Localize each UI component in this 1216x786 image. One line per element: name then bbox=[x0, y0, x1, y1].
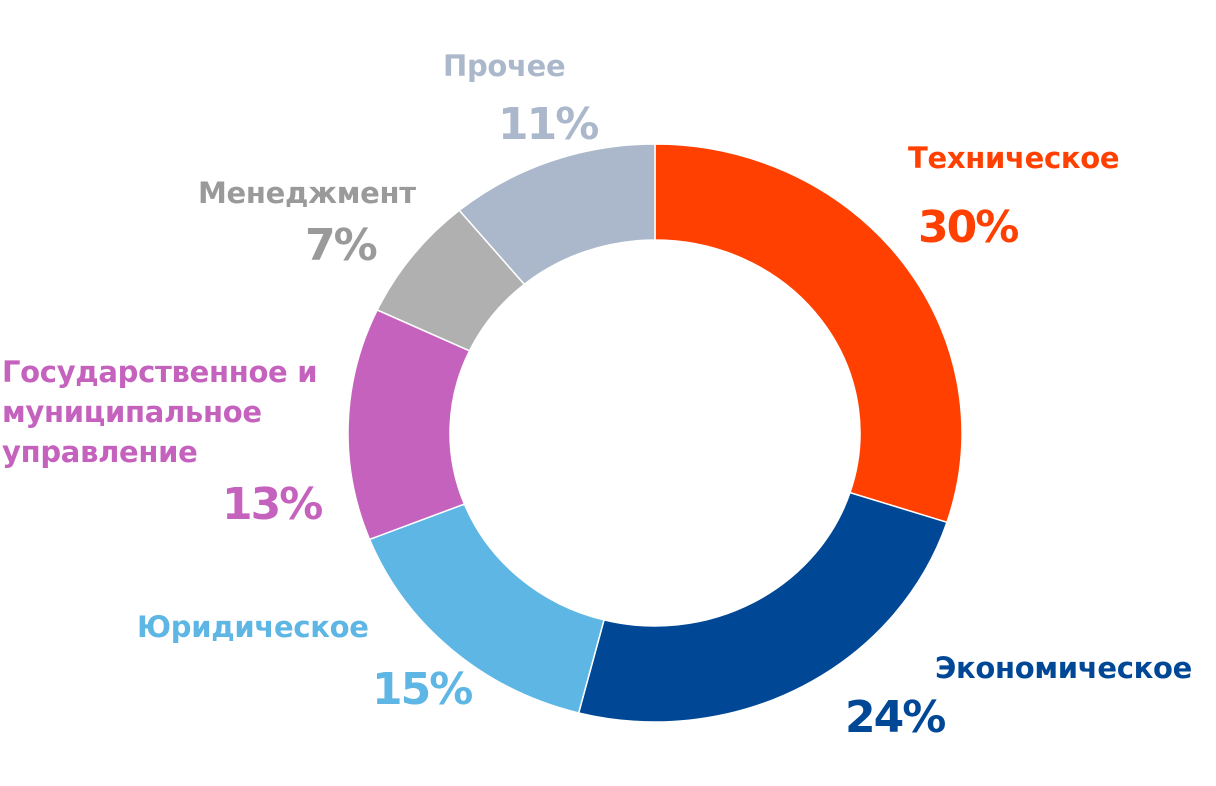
slice-pct-technical: 30% bbox=[918, 202, 1019, 253]
slice-label-technical: Техническое bbox=[908, 141, 1120, 175]
slice-pct-legal: 15% bbox=[372, 664, 473, 715]
slice-pct-management: 7% bbox=[305, 220, 378, 271]
donut-slice bbox=[577, 491, 948, 723]
slice-label-other: Прочее bbox=[443, 49, 566, 83]
slice-label-public-admin: Государственное и муниципальное управлен… bbox=[2, 355, 318, 469]
donut-slice bbox=[654, 143, 963, 524]
slice-pct-public-admin: 13% bbox=[222, 479, 323, 530]
slice-pct-economic: 24% bbox=[845, 692, 946, 743]
slice-label-management: Менеджмент bbox=[198, 176, 416, 210]
donut-slice bbox=[347, 308, 471, 541]
slice-pct-other: 11% bbox=[498, 99, 599, 150]
donut-slice bbox=[458, 143, 656, 286]
slice-label-economic: Экономическое bbox=[935, 651, 1193, 685]
slice-label-legal: Юридическое bbox=[137, 610, 369, 644]
